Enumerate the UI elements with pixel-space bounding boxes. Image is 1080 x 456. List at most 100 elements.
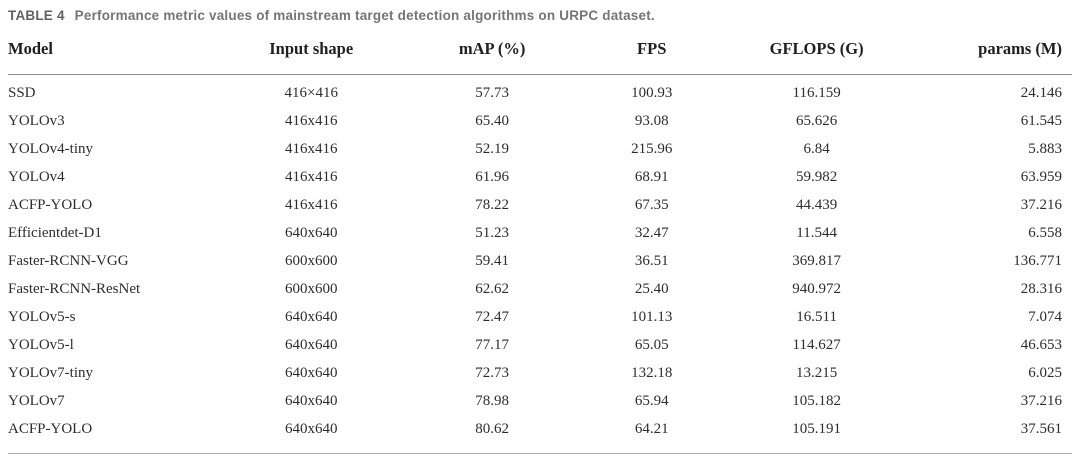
table-row: YOLOv7 640x640 78.98 65.94 105.182 37.216: [8, 387, 1072, 415]
cell-value: 940.972: [792, 280, 841, 297]
cell-value: 640x640: [284, 224, 338, 241]
cell-value: 5.883: [1028, 140, 1062, 157]
cell-value: 37.216: [1020, 196, 1062, 213]
cell-value: 36.51: [634, 252, 669, 269]
cell-value: 72.47: [475, 308, 509, 325]
cell-value: 93.08: [634, 112, 669, 129]
cell-model: Faster-RCNN-VGG: [8, 252, 129, 269]
cell-value: 68.91: [634, 168, 669, 185]
cell-value: 61.96: [475, 168, 509, 185]
cell-value: 52.19: [475, 140, 509, 157]
table-row: YOLOv4 416x416 61.96 68.91 59.982 63.959: [8, 163, 1072, 191]
table-caption: TABLE 4 Performance metric values of main…: [8, 8, 1074, 23]
cell-value: 416x416: [284, 196, 338, 213]
cell-value: 25.40: [634, 280, 669, 297]
cell-value: 416x416: [284, 140, 338, 157]
cell-value: 6.025: [1028, 364, 1062, 381]
cell-model: ACFP-YOLO: [8, 415, 221, 454]
cell-value: 24.146: [1020, 84, 1062, 101]
cell-value: 59.982: [795, 168, 838, 185]
cell-value: 11.544: [796, 224, 837, 241]
table-body: SSD 416×416 57.73 100.93 116.159 24.146 YOLOv3…: [8, 75, 1072, 454]
cell-model: YOLOv4: [8, 168, 65, 185]
cell-value: 6.84: [803, 140, 830, 157]
cell-value: 13.215: [795, 364, 838, 381]
cell-value: 640x640: [284, 364, 338, 381]
cell-value: 416x416: [284, 112, 338, 129]
table-row: ACFP-YOLO 640x640 80.62 64.21 105.191 37.561: [8, 415, 1072, 454]
cell-model: YOLOv4-tiny: [8, 140, 93, 157]
cell-model: YOLOv7-tiny: [8, 364, 93, 381]
cell-value: 62.62: [475, 280, 509, 297]
cell-value: 28.316: [1020, 280, 1062, 297]
table-row: YOLOv5-l 640x640 77.17 65.05 114.627 46.653: [8, 331, 1072, 359]
column-header-map: mAP (%): [401, 25, 583, 75]
cell-value: 80.62: [401, 415, 583, 454]
cell-value: 46.653: [1020, 336, 1062, 353]
cell-value: 369.817: [792, 252, 841, 269]
cell-value: 600x600: [284, 280, 338, 297]
column-header-gflops-g: GFLOPS (G): [720, 25, 913, 75]
table-caption-text: Performance metric values of mainstream …: [74, 8, 655, 23]
cell-model: YOLOv3: [8, 112, 65, 129]
cell-value: 65.626: [795, 112, 838, 129]
cell-value: 61.545: [1020, 112, 1062, 129]
cell-value: 57.73: [475, 84, 509, 101]
cell-value: 51.23: [475, 224, 509, 241]
column-header-params-m: params (M): [912, 25, 1072, 75]
table-row: Faster-RCNN-VGG 600x600 59.41 36.51 369.817 1…: [8, 247, 1072, 275]
cell-value: 37.216: [1020, 392, 1062, 409]
cell-value: 416×416: [284, 84, 338, 101]
cell-value: 114.627: [792, 336, 841, 353]
cell-value: 65.94: [634, 392, 669, 409]
cell-value: 65.40: [475, 112, 509, 129]
cell-value: 640x640: [220, 415, 402, 454]
cell-value: 640x640: [284, 308, 338, 325]
cell-value: 65.05: [634, 336, 669, 353]
cell-model: YOLOv5-s: [8, 308, 76, 325]
table-row: YOLOv3 416x416 65.40 93.08 65.626 61.545: [8, 107, 1072, 135]
table-caption-label: TABLE 4: [8, 8, 65, 23]
table-row: YOLOv5-s 640x640 72.47 101.13 16.511 7.074: [8, 303, 1072, 331]
table-row: ACFP-YOLO 416x416 78.22 67.35 44.439 37.216: [8, 191, 1072, 219]
table-row: Faster-RCNN-ResNet 600x600 62.62 25.40 940.9…: [8, 275, 1072, 303]
cell-value: 136.771: [1013, 252, 1062, 269]
cell-model: Faster-RCNN-ResNet: [8, 280, 141, 297]
cell-value: 32.47: [634, 224, 669, 241]
table-row: SSD 416×416 57.73 100.93 116.159 24.146: [8, 75, 1072, 108]
cell-value: 63.959: [1020, 168, 1062, 185]
table-row: YOLOv4-tiny 416x416 52.19 215.96 6.84 5.883: [8, 135, 1072, 163]
table-row: YOLOv7-tiny 640x640 72.73 132.18 13.215 6.025: [8, 359, 1072, 387]
cell-value: 100.93: [631, 84, 673, 101]
cell-value: 67.35: [634, 196, 669, 213]
cell-value: 640x640: [284, 392, 338, 409]
cell-value: 640x640: [284, 336, 338, 353]
cell-value: 64.21: [582, 415, 721, 454]
cell-model: YOLOv5-l: [8, 336, 74, 353]
column-header-input-shape: Input shape: [220, 25, 402, 75]
cell-value: 101.13: [631, 308, 673, 325]
cell-value: 16.511: [796, 308, 837, 325]
cell-value: 37.561: [912, 415, 1072, 454]
cell-value: 78.22: [475, 196, 509, 213]
cell-model: YOLOv7: [8, 392, 65, 409]
table-row: Efficientdet-D1 640x640 51.23 32.47 11.544 6.…: [8, 219, 1072, 247]
cell-value: 72.73: [475, 364, 509, 381]
cell-value: 132.18: [631, 364, 673, 381]
cell-model: SSD: [8, 84, 36, 101]
cell-value: 44.439: [795, 196, 838, 213]
header-row: Model Input shape mAP (%) FPS GFLOPS (G) para…: [8, 25, 1072, 75]
metrics-table: Model Input shape mAP (%) FPS GFLOPS (G) para…: [8, 25, 1072, 454]
cell-value: 77.17: [475, 336, 509, 353]
cell-value: 59.41: [475, 252, 509, 269]
cell-model: Efficientdet-D1: [8, 224, 102, 241]
cell-value: 7.074: [1028, 308, 1062, 325]
cell-value: 215.96: [631, 140, 673, 157]
cell-value: 600x600: [284, 252, 338, 269]
cell-value: 6.558: [1028, 224, 1062, 241]
cell-value: 78.98: [475, 392, 509, 409]
cell-value: 105.191: [720, 415, 913, 454]
column-header-fps: FPS: [582, 25, 721, 75]
table-header: Model Input shape mAP (%) FPS GFLOPS (G) para…: [8, 25, 1072, 75]
